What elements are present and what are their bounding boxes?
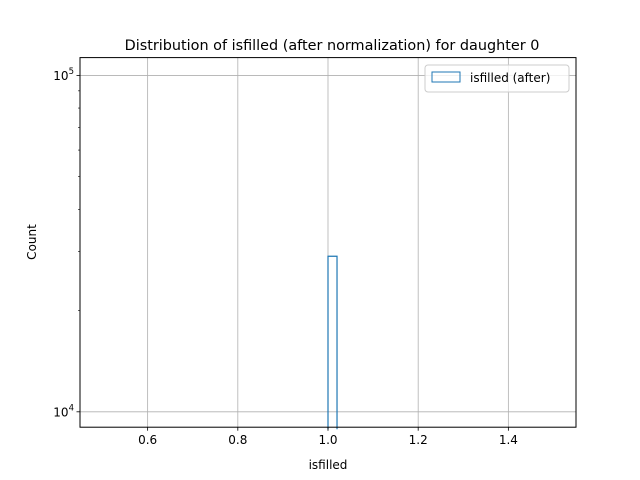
x-tick-label: 0.8 [228, 433, 247, 447]
legend-box [424, 64, 570, 93]
x-tick-label: 0.6 [138, 433, 157, 447]
histogram-bar [327, 255, 338, 430]
y-axis-label: Count [25, 224, 39, 260]
histogram-bars [327, 255, 338, 430]
legend: isfilled (after) [424, 64, 570, 93]
x-axis-label: isfilled [309, 458, 348, 472]
x-tick-label: 1.0 [318, 433, 337, 447]
x-tick-label: 1.2 [409, 433, 428, 447]
x-axis-ticks: 0.6 0.8 1.0 1.2 1.4 [138, 427, 518, 447]
legend-swatch [431, 71, 461, 83]
chart-title: Distribution of isfilled (after normaliz… [125, 38, 540, 54]
x-tick-label: 1.4 [499, 433, 518, 447]
legend-label: isfilled (after) [470, 71, 550, 85]
